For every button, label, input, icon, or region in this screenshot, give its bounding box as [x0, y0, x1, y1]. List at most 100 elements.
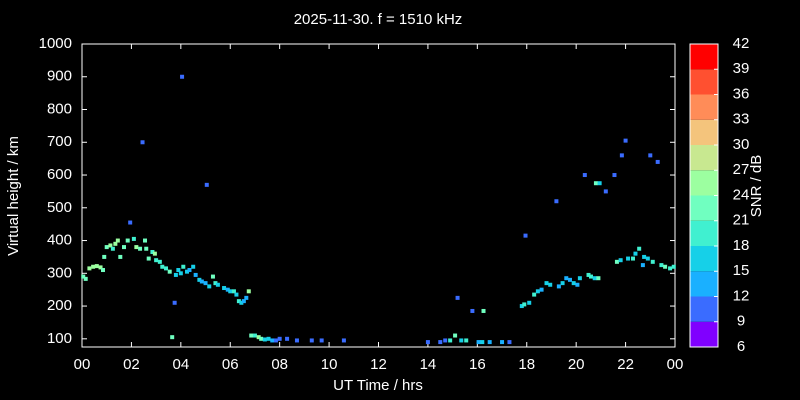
x-tick-label: 22: [617, 356, 634, 373]
colorbar-tick-label: 18: [733, 237, 750, 254]
data-point: [146, 256, 151, 261]
data-point: [256, 335, 261, 340]
data-point: [125, 238, 130, 243]
x-tick-label: 02: [123, 356, 140, 373]
data-point: [470, 308, 475, 313]
data-point: [480, 340, 485, 345]
x-tick-label: 10: [321, 356, 338, 373]
data-point: [527, 300, 532, 305]
data-point: [571, 281, 576, 286]
data-point: [519, 304, 524, 309]
data-point: [650, 259, 655, 264]
data-point: [443, 338, 448, 343]
data-point: [185, 269, 190, 274]
data-point: [157, 259, 162, 264]
data-point: [532, 292, 537, 297]
data-point: [259, 336, 264, 341]
data-point: [91, 264, 96, 269]
colorbar-tick-label: 6: [737, 338, 745, 355]
data-point: [273, 338, 278, 343]
data-point: [101, 268, 106, 273]
data-point: [178, 271, 183, 276]
data-point: [438, 340, 443, 345]
data-point: [448, 338, 453, 343]
data-point: [181, 264, 186, 269]
colorbar-band: [690, 145, 718, 171]
data-point: [83, 276, 88, 281]
data-point: [213, 281, 218, 286]
y-tick-label: 300: [47, 264, 72, 281]
colorbar-tick-label: 27: [733, 161, 750, 178]
data-point: [152, 251, 157, 256]
data-point: [270, 338, 275, 343]
data-point: [252, 333, 257, 338]
y-tick-label: 100: [47, 330, 72, 347]
colorbar-tick-label: 39: [733, 60, 750, 77]
data-point: [234, 292, 239, 297]
data-point: [554, 199, 559, 204]
data-point: [160, 264, 165, 269]
colorbar-band: [690, 321, 718, 347]
data-point: [246, 289, 251, 294]
data-point: [671, 264, 676, 269]
data-point: [556, 284, 561, 289]
y-tick-label: 400: [47, 232, 72, 249]
data-point: [167, 269, 172, 274]
data-point: [588, 274, 593, 279]
data-point: [180, 74, 185, 79]
data-point: [210, 274, 215, 279]
colorbar-band: [690, 44, 718, 70]
data-point: [500, 340, 505, 345]
data-point: [464, 338, 469, 343]
data-point: [244, 295, 249, 300]
data-point: [191, 264, 196, 269]
colorbar-tick-label: 12: [733, 287, 750, 304]
data-point: [102, 254, 107, 259]
data-point: [539, 287, 544, 292]
x-tick-label: 06: [222, 356, 239, 373]
data-point: [459, 338, 464, 343]
x-axis-label: UT Time / hrs: [333, 377, 423, 394]
colorbar-band: [690, 195, 718, 221]
data-point: [341, 338, 346, 343]
data-point: [535, 289, 540, 294]
colorbar-band: [690, 94, 718, 120]
data-point: [204, 182, 209, 187]
data-point: [596, 276, 601, 281]
data-point: [249, 333, 254, 338]
data-point: [425, 340, 430, 345]
colorbar-tick-label: 21: [733, 212, 750, 229]
data-point: [619, 153, 624, 158]
data-point: [567, 277, 572, 282]
colorbar-tick-label: 9: [737, 313, 745, 330]
data-point: [241, 299, 246, 304]
colorbar-band: [690, 271, 718, 297]
x-tick-label: 00: [667, 356, 684, 373]
data-point: [544, 281, 549, 286]
data-point: [113, 241, 118, 246]
data-point: [231, 289, 236, 294]
colorbar-band: [690, 69, 718, 95]
data-point: [104, 245, 109, 250]
data-point: [110, 246, 115, 251]
data-point: [614, 259, 619, 264]
data-point: [94, 264, 99, 269]
data-point: [215, 282, 220, 287]
data-point: [277, 336, 282, 341]
data-point: [642, 254, 647, 259]
data-point: [118, 254, 123, 259]
colorbar-tick-label: 15: [733, 262, 750, 279]
data-point: [637, 246, 642, 251]
data-point: [612, 173, 617, 178]
data-point: [655, 159, 660, 164]
x-tick-label: 16: [469, 356, 486, 373]
data-point: [173, 272, 178, 277]
data-point: [623, 138, 628, 143]
x-tick-label: 00: [74, 356, 91, 373]
data-point: [640, 263, 645, 268]
data-point: [138, 246, 143, 251]
data-point: [586, 272, 591, 277]
data-point: [319, 338, 324, 343]
data-point: [648, 153, 653, 158]
data-point: [522, 302, 527, 307]
